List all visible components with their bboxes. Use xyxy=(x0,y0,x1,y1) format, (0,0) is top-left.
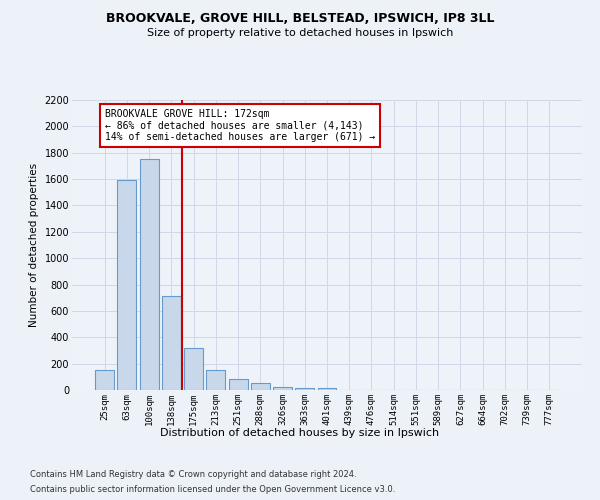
Text: Distribution of detached houses by size in Ipswich: Distribution of detached houses by size … xyxy=(160,428,440,438)
Text: BROOKVALE GROVE HILL: 172sqm
← 86% of detached houses are smaller (4,143)
14% of: BROOKVALE GROVE HILL: 172sqm ← 86% of de… xyxy=(105,109,376,142)
Text: Size of property relative to detached houses in Ipswich: Size of property relative to detached ho… xyxy=(147,28,453,38)
Y-axis label: Number of detached properties: Number of detached properties xyxy=(29,163,39,327)
Text: Contains public sector information licensed under the Open Government Licence v3: Contains public sector information licen… xyxy=(30,485,395,494)
Text: BROOKVALE, GROVE HILL, BELSTEAD, IPSWICH, IP8 3LL: BROOKVALE, GROVE HILL, BELSTEAD, IPSWICH… xyxy=(106,12,494,26)
Bar xyxy=(184,348,203,390)
Bar xyxy=(295,388,314,390)
Bar xyxy=(140,160,158,390)
Bar xyxy=(317,388,337,390)
Text: Contains HM Land Registry data © Crown copyright and database right 2024.: Contains HM Land Registry data © Crown c… xyxy=(30,470,356,479)
Bar xyxy=(229,379,248,390)
Bar xyxy=(95,370,114,390)
Bar xyxy=(162,296,181,390)
Bar xyxy=(273,386,292,390)
Bar xyxy=(118,180,136,390)
Bar xyxy=(251,384,270,390)
Bar xyxy=(206,370,225,390)
